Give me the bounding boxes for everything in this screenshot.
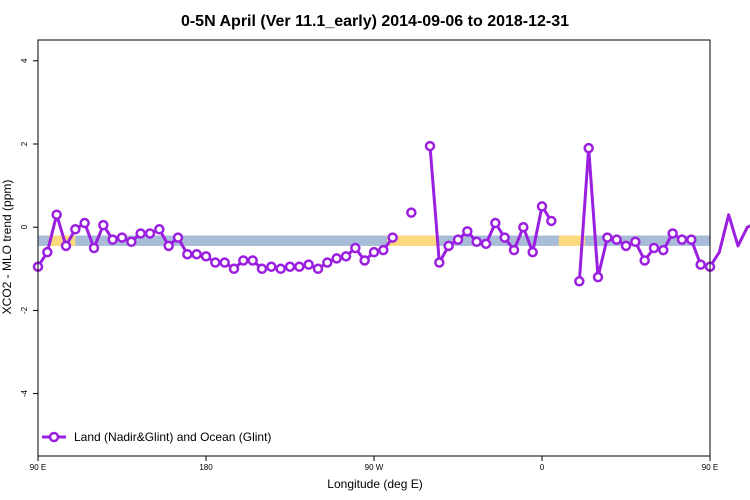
data-point: [678, 236, 686, 244]
data-point: [463, 227, 471, 235]
data-point: [603, 234, 611, 242]
data-point: [379, 246, 387, 254]
data-point: [342, 252, 350, 260]
series-line: [579, 148, 750, 281]
data-point: [631, 238, 639, 246]
data-point: [641, 256, 649, 264]
legend-marker-swatch: [50, 433, 58, 441]
x-tick-label: 180: [199, 463, 213, 472]
data-point: [305, 261, 313, 269]
y-tick-label: 2: [20, 141, 29, 146]
y-axis-label: XCO2 - MLO trend (ppm): [0, 180, 14, 315]
data-point: [286, 263, 294, 271]
data-point: [491, 219, 499, 227]
data-point: [193, 250, 201, 258]
data-point: [407, 209, 415, 217]
data-point: [267, 263, 275, 271]
data-point: [445, 242, 453, 250]
data-point: [165, 242, 173, 250]
data-point: [277, 265, 285, 273]
data-point: [669, 229, 677, 237]
data-point: [323, 259, 331, 267]
data-point: [53, 211, 61, 219]
x-tick-label: 90 W: [365, 463, 384, 472]
data-point: [622, 242, 630, 250]
data-point: [314, 265, 322, 273]
data-point: [659, 246, 667, 254]
data-point: [697, 261, 705, 269]
data-point: [501, 234, 509, 242]
data-point: [109, 236, 117, 244]
data-point: [183, 250, 191, 258]
x-tick-label: 0: [540, 463, 545, 472]
legend-label: Land (Nadir&Glint) and Ocean (Glint): [74, 430, 271, 444]
y-tick-label: 0: [20, 224, 29, 229]
data-point: [230, 265, 238, 273]
data-point: [146, 229, 154, 237]
data-point: [435, 259, 443, 267]
y-tick-label: -4: [20, 389, 29, 397]
data-point: [295, 263, 303, 271]
data-point: [62, 242, 70, 250]
data-point: [547, 217, 555, 225]
x-tick-label: 90 E: [30, 463, 46, 472]
data-point: [510, 246, 518, 254]
data-series: [34, 142, 750, 285]
data-point: [538, 202, 546, 210]
data-point: [687, 236, 695, 244]
data-point: [370, 248, 378, 256]
data-point: [585, 144, 593, 152]
data-point: [90, 244, 98, 252]
data-point: [351, 244, 359, 252]
data-point: [519, 223, 527, 231]
data-point: [389, 234, 397, 242]
data-point: [127, 238, 135, 246]
y-tick-label: 4: [20, 58, 29, 63]
data-point: [426, 142, 434, 150]
data-point: [81, 219, 89, 227]
x-tick-label: 90 E: [702, 463, 718, 472]
data-point: [211, 259, 219, 267]
data-point: [137, 229, 145, 237]
legend: Land (Nadir&Glint) and Ocean (Glint): [42, 430, 271, 444]
data-point: [594, 273, 602, 281]
data-point: [239, 256, 247, 264]
data-point: [613, 236, 621, 244]
data-point: [482, 240, 490, 248]
chart-title: 0-5N April (Ver 11.1_early) 2014-09-06 t…: [181, 13, 569, 30]
data-point: [71, 225, 79, 233]
data-point: [258, 265, 266, 273]
data-point: [361, 256, 369, 264]
data-point: [333, 254, 341, 262]
data-point: [529, 248, 537, 256]
data-point: [249, 256, 257, 264]
data-point: [221, 259, 229, 267]
x-axis-label: Longitude (deg E): [327, 477, 422, 491]
data-point: [202, 252, 210, 260]
data-point: [155, 225, 163, 233]
data-point: [118, 234, 126, 242]
data-point: [174, 234, 182, 242]
axes: 90 E 180 90 W 0 90 E -4 -2 0 2 4: [20, 58, 718, 472]
data-point: [473, 238, 481, 246]
data-point: [650, 244, 658, 252]
data-point: [454, 236, 462, 244]
y-tick-label: -2: [20, 306, 29, 314]
data-point: [575, 277, 583, 285]
data-point: [99, 221, 107, 229]
data-point: [43, 248, 51, 256]
